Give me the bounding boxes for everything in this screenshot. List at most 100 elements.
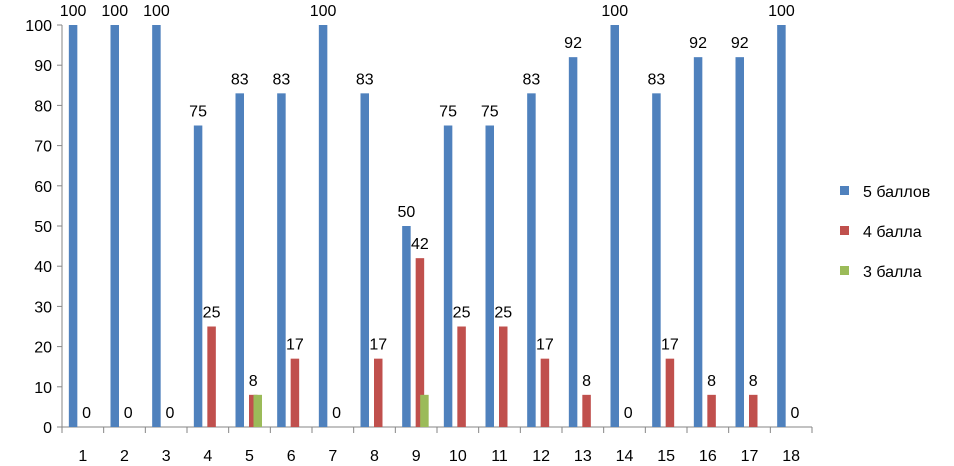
data-label: 75 (439, 104, 457, 121)
data-label: 25 (203, 305, 221, 322)
bar (360, 93, 369, 427)
bar (652, 93, 661, 427)
data-label: 0 (124, 405, 133, 422)
legend-swatch (840, 186, 849, 195)
bar (777, 25, 786, 427)
x-tick-label: 4 (203, 448, 212, 465)
x-tick-label: 16 (699, 448, 717, 465)
data-label: 92 (564, 35, 582, 52)
data-label: 0 (165, 405, 174, 422)
data-label: 8 (707, 373, 716, 390)
data-label: 17 (369, 337, 387, 354)
x-tick-label: 1 (78, 448, 87, 465)
data-label: 0 (624, 405, 633, 422)
data-label: 83 (648, 71, 666, 88)
bar (374, 358, 383, 427)
data-labels: 100 0 100 0 100 0 75 25 83 8 83 17 100 0 83 17 50 42 75 25 7… (60, 3, 800, 422)
legend-swatch (840, 226, 849, 235)
bar (235, 93, 244, 427)
data-label: 92 (689, 35, 707, 52)
x-tick-label: 8 (370, 448, 379, 465)
legend-label: 5 баллов (863, 184, 930, 201)
bar (290, 358, 300, 427)
data-label: 83 (356, 71, 374, 88)
data-label: 8 (582, 373, 591, 390)
legend-label: 3 балла (863, 264, 922, 281)
bar (110, 25, 119, 427)
bar (318, 25, 328, 427)
x-tick-label: 9 (412, 448, 421, 465)
bar (707, 394, 716, 427)
data-label: 0 (790, 405, 799, 422)
data-label: 50 (398, 204, 416, 221)
bar (540, 358, 550, 427)
data-label: 17 (536, 337, 554, 354)
bar (402, 226, 411, 427)
bar (735, 57, 744, 427)
x-tick-label: 6 (287, 448, 296, 465)
bar (665, 358, 675, 427)
y-tick-label: 80 (34, 98, 52, 115)
data-label: 25 (453, 305, 471, 322)
bar (277, 93, 286, 427)
x-tick-label: 11 (491, 448, 508, 465)
y-tick-label: 30 (34, 299, 52, 316)
data-label: 83 (231, 71, 249, 88)
x-tick-label: 2 (120, 448, 129, 465)
bar (207, 326, 216, 427)
x-tick-label: 15 (657, 448, 675, 465)
x-tick-label: 5 (245, 448, 254, 465)
data-label: 8 (749, 373, 758, 390)
bars (68, 25, 786, 427)
data-label: 25 (494, 305, 512, 322)
legend: 5 баллов 4 балла 3 балла (840, 184, 930, 281)
legend-swatch (840, 266, 849, 275)
y-tick-label: 10 (34, 380, 52, 397)
y-tick-label: 20 (34, 340, 52, 357)
x-tick-label: 10 (449, 448, 467, 465)
y-tick-label: 100 (25, 18, 52, 35)
x-tick-label: 12 (532, 448, 550, 465)
x-tick-label: 13 (574, 448, 592, 465)
bar (485, 125, 494, 427)
bar (693, 57, 703, 427)
bar (415, 258, 425, 427)
bar (457, 326, 466, 427)
bar (527, 93, 536, 427)
x-tick-label: 7 (328, 448, 337, 465)
data-label: 100 (101, 3, 128, 20)
bar (249, 394, 258, 427)
data-label: 75 (481, 104, 499, 121)
y-tick-label: 40 (34, 259, 52, 276)
data-label: 75 (189, 104, 207, 121)
bar (253, 394, 262, 427)
x-tick-label: 3 (162, 448, 171, 465)
bar (499, 326, 508, 427)
x-tick-label: 17 (741, 448, 759, 465)
bar (610, 25, 619, 427)
data-label: 83 (273, 71, 291, 88)
bar (749, 394, 758, 427)
data-label: 0 (82, 405, 91, 422)
y-tick-label: 0 (43, 420, 52, 437)
data-label: 100 (601, 3, 628, 20)
legend-label: 4 балла (863, 224, 922, 241)
data-label: 100 (768, 3, 795, 20)
y-tick-label: 90 (34, 58, 52, 75)
y-tick-label: 50 (34, 219, 52, 236)
data-label: 0 (332, 405, 341, 422)
bar (443, 125, 453, 427)
bar (420, 394, 429, 427)
data-label: 100 (60, 3, 87, 20)
data-label: 17 (661, 337, 679, 354)
data-label: 17 (286, 337, 304, 354)
data-label: 92 (731, 35, 749, 52)
data-label: 8 (249, 373, 258, 390)
data-label: 42 (411, 236, 429, 253)
data-label: 100 (143, 3, 170, 20)
bar (568, 57, 578, 427)
data-label: 83 (523, 71, 541, 88)
x-tick-label: 14 (616, 448, 634, 465)
